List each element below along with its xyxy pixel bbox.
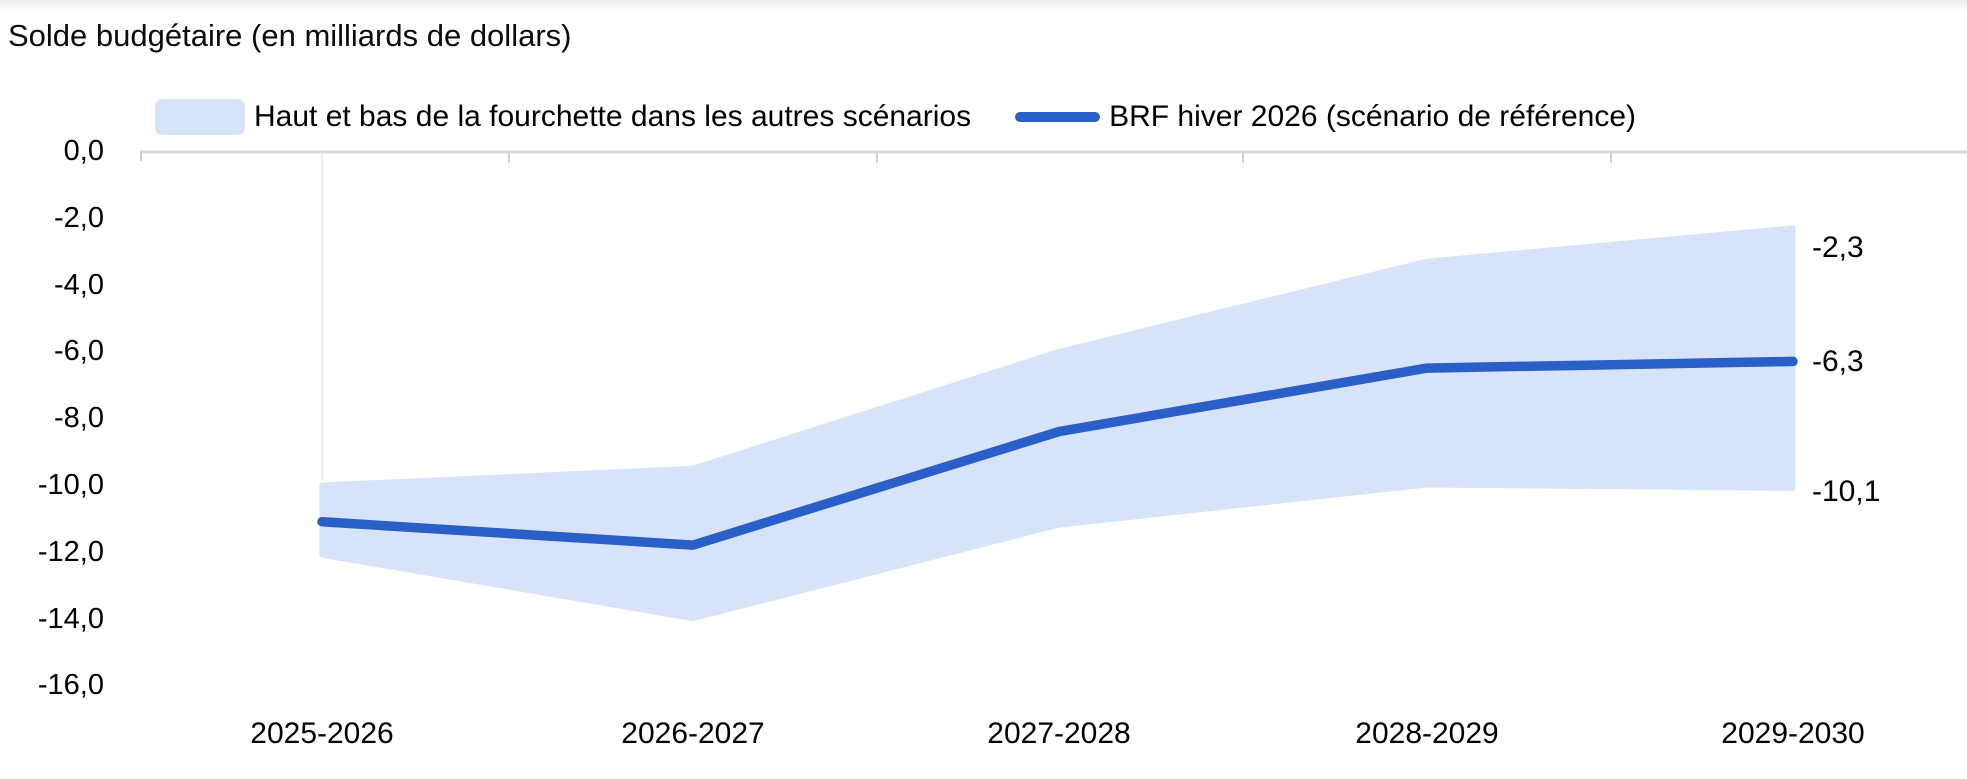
y-tick-label: -10,0 xyxy=(37,469,104,501)
band-swatch-icon xyxy=(155,99,245,135)
reference-line xyxy=(317,356,1798,550)
legend-band-label: Haut et bas de la fourchette dans les au… xyxy=(254,100,972,133)
x-axis-label: 2028-2029 xyxy=(1355,717,1499,750)
y-tick-label: -4,0 xyxy=(54,268,104,301)
y-tick-label: 0,0 xyxy=(63,135,104,167)
annotation-line-end: -6,3 xyxy=(1812,345,1864,379)
chart-legend: Haut et bas de la fourchette dans les au… xyxy=(155,97,1636,137)
legend-item-band: Haut et bas de la fourchette dans les au… xyxy=(155,97,971,137)
annotation-band-bottom: -10,1 xyxy=(1812,475,1881,509)
line-swatch-icon xyxy=(1015,112,1101,122)
x-axis-label: 2029-2030 xyxy=(1721,717,1865,750)
axis-ticks xyxy=(508,152,1612,163)
y-tick-label: -12,0 xyxy=(37,535,104,568)
chart-title: Solde budgétaire (en milliards de dollar… xyxy=(8,18,572,53)
legend-item-line: BRF hiver 2026 (scénario de référence) xyxy=(1015,97,1636,137)
y-tick-label: -6,0 xyxy=(54,335,104,368)
y-tick-label: -2,0 xyxy=(54,201,104,234)
y-tick-label: -14,0 xyxy=(37,602,104,635)
legend-line-label: BRF hiver 2026 (scénario de référence) xyxy=(1109,100,1637,133)
annotation-band-top: -2,3 xyxy=(1812,230,1864,264)
x-axis-label: 2027-2028 xyxy=(987,717,1131,750)
x-axis-label: 2025-2026 xyxy=(250,717,394,750)
y-tick-label: -8,0 xyxy=(54,402,104,435)
window-top-edge xyxy=(0,0,1967,12)
x-axis-label: 2026-2027 xyxy=(621,717,765,750)
band-area xyxy=(319,225,1796,622)
y-tick-label: -16,0 xyxy=(37,669,104,702)
y-axis-labels: 0,0 -2,0 -4,0 -6,0 -8,0 -10,0 -12,0 -14,0 -16,0 xyxy=(0,0,104,779)
